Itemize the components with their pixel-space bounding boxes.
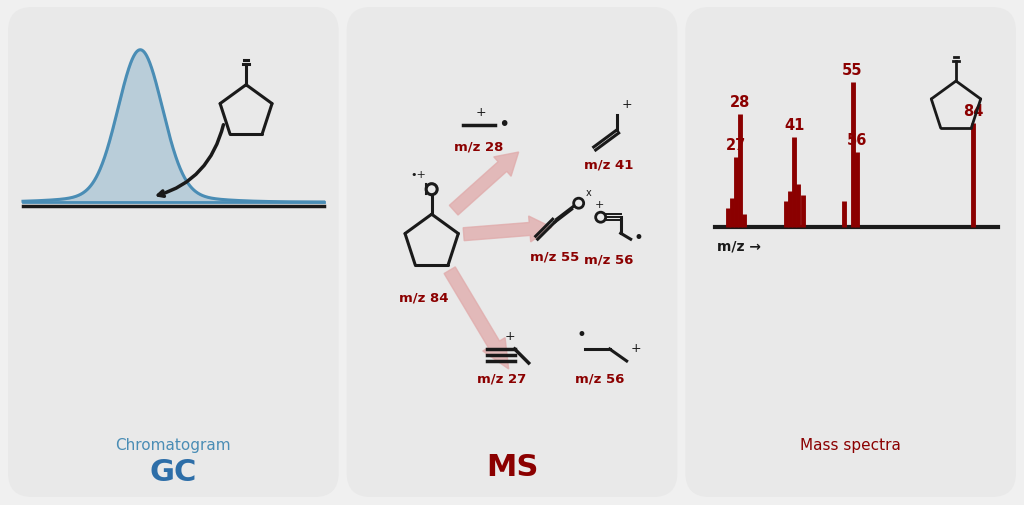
Text: Mass spectra: Mass spectra [800,438,901,452]
Text: •: • [634,229,643,247]
Text: m/z 55: m/z 55 [530,249,580,263]
Text: m/z 27: m/z 27 [477,372,526,385]
Text: Chromatogram: Chromatogram [116,438,231,452]
FancyBboxPatch shape [347,8,677,497]
Text: m/z →: m/z → [718,239,761,254]
Text: m/z 56: m/z 56 [575,372,625,385]
Text: GC: GC [150,458,197,486]
Text: •: • [577,325,587,343]
FancyArrow shape [444,267,509,369]
Text: m/z 28: m/z 28 [454,141,504,154]
Text: +: + [475,106,486,119]
FancyArrow shape [450,153,519,216]
Text: +: + [631,341,641,355]
Text: +: + [595,200,604,210]
FancyBboxPatch shape [8,8,339,497]
Text: 28: 28 [730,95,751,110]
Text: m/z 56: m/z 56 [584,252,634,266]
Text: x: x [586,188,592,198]
FancyArrow shape [463,217,552,242]
Text: 84: 84 [963,104,983,118]
Text: +: + [622,98,632,111]
Text: m/z 41: m/z 41 [584,159,634,172]
Text: 56: 56 [847,132,867,147]
Text: •+: •+ [411,170,427,180]
Text: MS: MS [485,452,539,482]
FancyBboxPatch shape [685,8,1016,497]
Text: 27: 27 [726,138,746,153]
Text: 55: 55 [843,63,863,78]
Text: 41: 41 [784,118,805,133]
Text: m/z 84: m/z 84 [399,290,449,304]
Text: •: • [498,114,509,133]
Text: +: + [505,329,515,342]
